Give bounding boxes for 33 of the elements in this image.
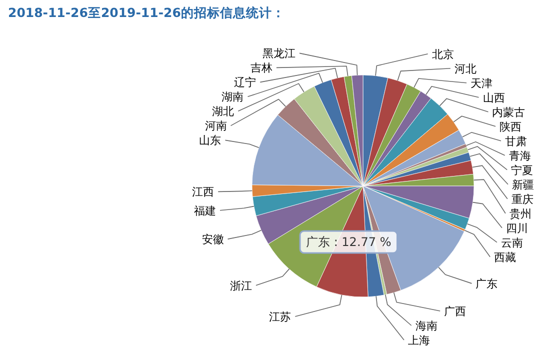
slice-label: 上海 xyxy=(408,334,430,347)
slice-label: 天津 xyxy=(470,76,493,90)
slice-label: 湖南 xyxy=(222,90,244,104)
slice-label: 北京 xyxy=(432,48,454,61)
slice-label: 河南 xyxy=(204,120,227,133)
slice-label: 西藏 xyxy=(494,250,516,264)
slice-label: 江西 xyxy=(192,186,214,199)
text: 广东 : 12.77 % xyxy=(306,235,392,249)
slice-label: 河北 xyxy=(454,62,476,76)
slice-label: 广西 xyxy=(444,305,466,318)
slice-label: 山东 xyxy=(199,134,222,148)
slice-label: 海南 xyxy=(415,320,438,332)
slice-label: 新疆 xyxy=(512,178,534,192)
chart-title: 2018-11-26至2019-11-26的招标信息统计： xyxy=(8,5,285,20)
slice-label: 四川 xyxy=(506,222,528,235)
slice-label: 陕西 xyxy=(500,120,522,134)
slice-label: 辽宁 xyxy=(234,76,256,90)
slice-label: 安徽 xyxy=(202,233,224,246)
slice-label: 重庆 xyxy=(511,192,534,206)
slice-label: 福建 xyxy=(194,204,216,218)
slice-label: 广东 xyxy=(476,277,498,290)
slice-label: 黑龙江 xyxy=(262,47,296,60)
slice-label: 贵州 xyxy=(509,207,532,220)
slice-label: 浙江 xyxy=(230,279,252,292)
slice-label: 云南 xyxy=(500,236,523,250)
slice-label: 江苏 xyxy=(269,310,292,324)
slice-label: 湖北 xyxy=(212,105,234,118)
slice-label: 内蒙古 xyxy=(492,106,526,119)
slice-label: 山西 xyxy=(482,91,505,104)
slice-label: 青海 xyxy=(508,149,531,162)
slice-label: 宁夏 xyxy=(511,164,534,177)
slice-label: 甘肃 xyxy=(504,134,527,148)
slice-label: 吉林 xyxy=(250,62,272,75)
